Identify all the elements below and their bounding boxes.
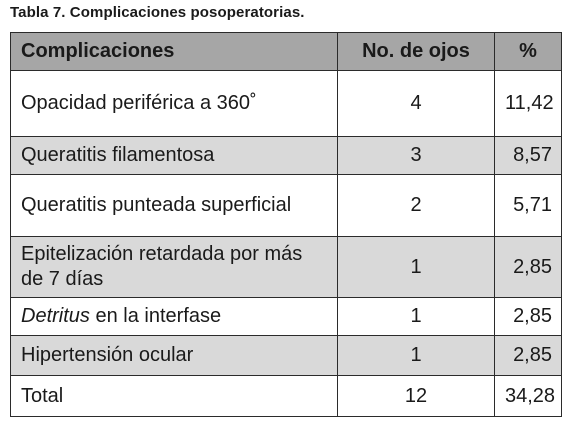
complication-cell: Epitelización retardada por más de 7 día… <box>10 236 338 298</box>
eyes-cell: 4 <box>337 70 495 137</box>
complication-italic-term: Detritus <box>21 305 90 327</box>
complication-cell: Detritus en la interfase <box>10 297 338 336</box>
complication-cell: Queratitis filamentosa <box>10 136 338 175</box>
table-row: Queratitis filamentosa 3 8,57 <box>10 136 562 175</box>
table-row: Detritus en la interfase 1 2,85 <box>10 297 562 336</box>
table-row: Epitelización retardada por más de 7 día… <box>10 236 562 298</box>
table-row: Opacidad periférica a 360˚ 4 11,42 <box>10 70 562 137</box>
total-eyes-cell: 12 <box>337 375 495 417</box>
eyes-cell: 1 <box>337 335 495 376</box>
complications-table: Complicaciones No. de ojos % Opacidad pe… <box>10 32 562 417</box>
percent-cell: 2,85 <box>494 297 562 336</box>
complication-cell: Hipertensión ocular <box>10 335 338 376</box>
header-percent: % <box>494 32 562 71</box>
percent-cell: 2,85 <box>494 335 562 376</box>
percent-cell: 5,71 <box>494 174 562 237</box>
table-row: Hipertensión ocular 1 2,85 <box>10 335 562 376</box>
percent-cell: 8,57 <box>494 136 562 175</box>
header-eyes-count: No. de ojos <box>337 32 495 71</box>
complication-cell: Opacidad periférica a 360˚ <box>10 70 338 137</box>
percent-cell: 2,85 <box>494 236 562 298</box>
eyes-cell: 1 <box>337 297 495 336</box>
total-row: Total 12 34,28 <box>10 375 562 417</box>
percent-cell: 11,42 <box>494 70 562 137</box>
eyes-cell: 3 <box>337 136 495 175</box>
table-header-row: Complicaciones No. de ojos % <box>10 32 562 71</box>
table-row: Queratitis punteada superficial 2 5,71 <box>10 174 562 237</box>
total-label-cell: Total <box>10 375 338 417</box>
total-percent-cell: 34,28 <box>494 375 562 417</box>
eyes-cell: 1 <box>337 236 495 298</box>
complication-rest-text: en la interfase <box>89 305 222 327</box>
complication-cell: Queratitis punteada superficial <box>10 174 338 237</box>
eyes-cell: 2 <box>337 174 495 237</box>
table-caption: Tabla 7. Complicaciones posoperatorias. <box>10 4 305 21</box>
header-complications: Complicaciones <box>10 32 338 71</box>
